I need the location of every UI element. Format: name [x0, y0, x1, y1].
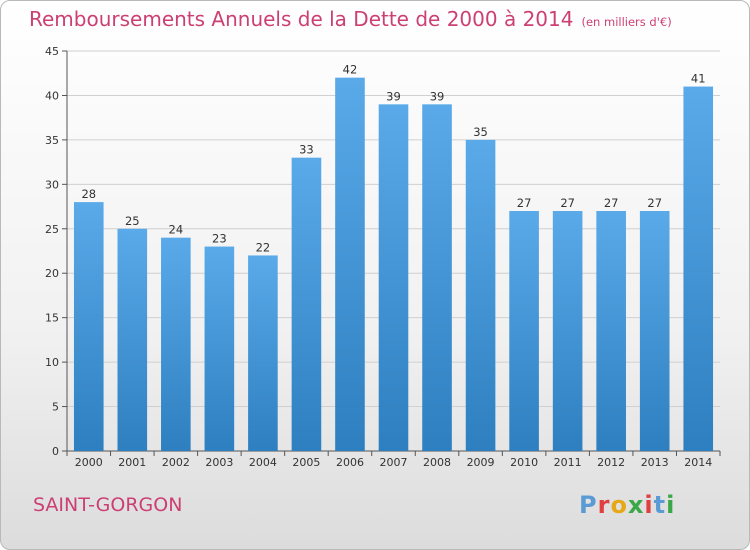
proxiti-logo[interactable]: Proxiti	[579, 491, 675, 519]
y-tick-label: 0	[52, 445, 59, 458]
bar-value-label: 27	[647, 196, 662, 210]
bar-value-label: 27	[604, 196, 619, 210]
bar	[596, 211, 626, 451]
x-tick-label: 2013	[641, 456, 669, 469]
bar-value-label: 33	[299, 143, 314, 157]
bar-value-label: 35	[473, 125, 488, 139]
x-tick-label: 2004	[249, 456, 277, 469]
bar-value-label: 25	[125, 214, 140, 228]
bar	[73, 202, 104, 451]
y-tick-label: 10	[45, 356, 59, 369]
x-tick-label: 2008	[423, 456, 451, 469]
y-tick-label: 20	[45, 267, 59, 280]
x-tick-label: 2011	[554, 456, 582, 469]
bar	[378, 104, 409, 451]
bar	[161, 237, 191, 451]
chart-title: Remboursements Annuels de la Dette de 20…	[29, 7, 574, 31]
bar	[552, 211, 583, 451]
x-tick-label: 2003	[205, 456, 233, 469]
bar	[117, 228, 148, 451]
x-tick-label: 2010	[510, 456, 538, 469]
chart-unit: (en milliers d'€)	[581, 15, 672, 29]
bar-value-label: 39	[386, 89, 401, 103]
x-tick-label: 2005	[292, 456, 320, 469]
bar	[422, 104, 452, 451]
x-tick-label: 2002	[162, 456, 190, 469]
x-tick-label: 2006	[336, 456, 364, 469]
logo-letter: r	[597, 491, 611, 519]
x-axis-ticks: 2000 2001 2002 2003 2004 2005 2006 2007 2008 2009…	[66, 451, 721, 469]
x-tick-label: 2000	[75, 456, 103, 469]
bar-value-label: 23	[212, 232, 227, 246]
bar-value-label: 39	[430, 89, 445, 103]
bar	[291, 157, 322, 451]
bar	[204, 246, 235, 451]
logo-letter: i	[666, 491, 676, 519]
y-tick-label: 35	[45, 134, 59, 147]
commune-name: SAINT-GORGON	[33, 494, 183, 516]
x-tick-label: 2014	[684, 456, 712, 469]
bar	[465, 139, 496, 451]
x-tick-label: 2007	[380, 456, 408, 469]
bar	[639, 211, 670, 451]
bar-value-labels: 28 25 24 23 22 33 42 39 39 35 27 27 27 27 41	[81, 63, 705, 255]
y-tick-label: 25	[45, 223, 59, 236]
bar	[335, 77, 365, 452]
logo-letter: t	[653, 491, 667, 519]
y-tick-label: 5	[52, 401, 59, 414]
bar	[683, 86, 714, 452]
logo-letter: x	[627, 491, 645, 519]
x-tick-label: 2012	[597, 456, 625, 469]
bar-value-label: 22	[256, 240, 271, 254]
bar	[248, 255, 278, 451]
y-axis-ticks: 0 5 10 15 20 25 30 35 40 45	[45, 45, 67, 458]
logo-letter: P	[579, 491, 598, 519]
y-tick-label: 30	[45, 178, 59, 191]
logo-letter: i	[644, 491, 654, 519]
x-tick-label: 2001	[118, 456, 146, 469]
y-tick-label: 45	[45, 45, 59, 58]
bar	[509, 211, 539, 451]
bar-value-label: 24	[169, 223, 184, 237]
bar-value-label: 42	[343, 63, 358, 77]
bar-value-label: 27	[560, 196, 575, 210]
bar-value-label: 27	[517, 196, 532, 210]
bar-value-label: 28	[81, 187, 96, 201]
x-tick-label: 2009	[467, 456, 495, 469]
chart-title-block: Remboursements Annuels de la Dette de 20…	[29, 7, 672, 31]
logo-letter: o	[610, 491, 628, 519]
bars	[73, 77, 714, 452]
y-tick-label: 40	[45, 89, 59, 102]
bar-value-label: 41	[691, 72, 706, 86]
y-tick-label: 15	[45, 312, 59, 325]
